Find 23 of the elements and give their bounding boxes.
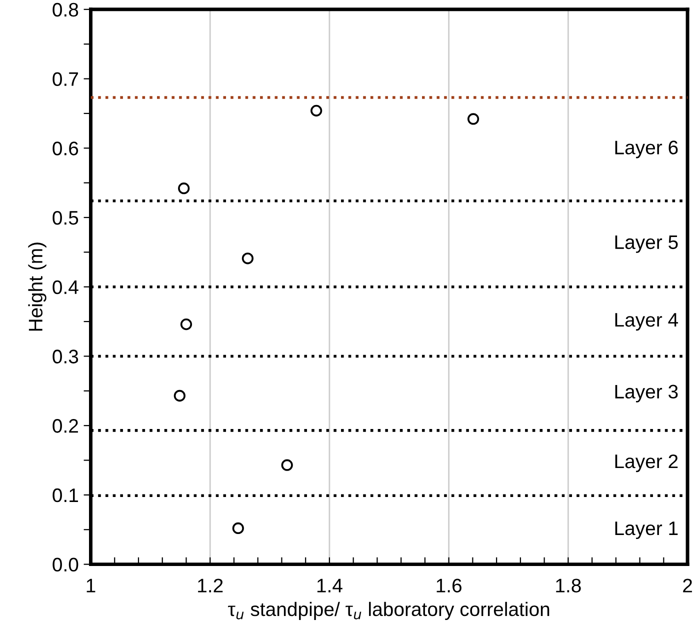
y-tick-label: 0.2 xyxy=(52,419,78,433)
y-tick-label: 0.5 xyxy=(52,210,78,225)
x-axis-title: τ$_{u}$ standpipe/ τ$_{u}$ laboratory correlation xyxy=(228,602,550,620)
y-axis-title: Height (m) xyxy=(28,242,46,331)
annotation: Layer 3 xyxy=(615,384,678,402)
y-tick-label: 0.7 xyxy=(52,72,78,86)
x-tick-label: 1.8 xyxy=(556,578,581,592)
y-tick-label: 0.6 xyxy=(52,142,78,156)
annotation: Layer 2 xyxy=(615,454,678,472)
annotation: Layer 1 xyxy=(615,522,678,540)
y-tick-label: 0.8 xyxy=(52,2,78,17)
x-tick-label: 1.2 xyxy=(198,578,223,592)
x-tick-label: 1.4 xyxy=(317,578,342,592)
annotation: Layer 4 xyxy=(615,313,678,331)
y-tick-label: 0.3 xyxy=(52,350,78,364)
x-tick-label: 2 xyxy=(683,578,692,592)
y-tick-label: 0.0 xyxy=(52,558,78,572)
x-tick-label: 1 xyxy=(86,578,96,592)
annotation: Layer 6 xyxy=(615,140,678,158)
x-tick-label: 1.6 xyxy=(436,578,462,592)
y-tick-label: 0.1 xyxy=(52,488,78,502)
annotation: Layer 5 xyxy=(615,236,678,253)
y-tick-label: 0.4 xyxy=(52,280,78,294)
